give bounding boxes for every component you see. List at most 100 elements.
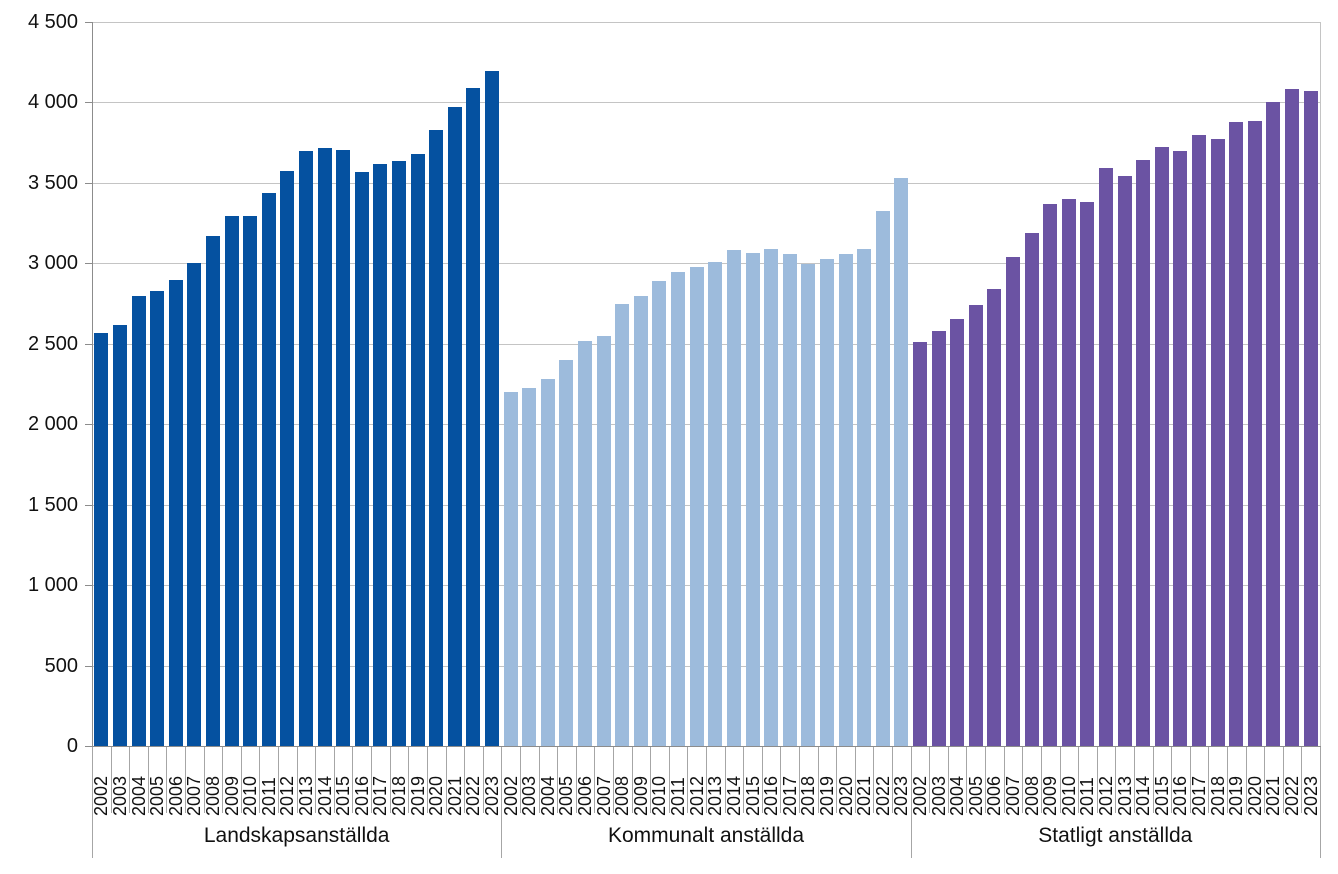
bar-kommunaltanstllda-2002 xyxy=(503,392,518,746)
x-axis-label-2020: 2020 xyxy=(1244,775,1265,816)
bar-landskapsanstllda-2002 xyxy=(94,333,109,746)
year-separator xyxy=(278,747,280,813)
bar-landskapsanstllda-2023 xyxy=(485,71,500,746)
y-tick-4000 xyxy=(85,102,92,104)
bar-statligtanstllda-2009 xyxy=(1043,203,1058,746)
bar-kommunaltanstllda-2017 xyxy=(782,253,797,746)
x-axis-label-2011: 2011 xyxy=(1077,777,1098,816)
group-separator xyxy=(910,812,912,858)
year-separator xyxy=(259,747,261,813)
bar-landskapsanstllda-2019 xyxy=(410,153,425,746)
year-separator xyxy=(873,747,875,813)
year-separator xyxy=(1171,747,1173,813)
year-separator xyxy=(185,747,187,813)
bar-landskapsanstllda-2005 xyxy=(150,291,165,746)
year-separator xyxy=(966,747,968,813)
y-axis-label-4000: 4 000 xyxy=(27,91,78,114)
bar-landskapsanstllda-2007 xyxy=(187,263,202,746)
x-axis-label-2004: 2004 xyxy=(537,775,558,816)
bar-statligtanstllda-2014 xyxy=(1136,159,1151,746)
gridline-2500 xyxy=(92,343,1320,345)
bar-statligtanstllda-2002 xyxy=(912,342,927,746)
x-axis-label-2020: 2020 xyxy=(426,775,447,816)
bar-statligtanstllda-2017 xyxy=(1192,135,1207,746)
bar-landskapsanstllda-2006 xyxy=(168,280,183,746)
year-separator xyxy=(166,747,168,813)
bar-landskapsanstllda-2017 xyxy=(373,164,388,746)
x-axis-label-2003: 2003 xyxy=(928,775,949,816)
x-axis-label-2022: 2022 xyxy=(463,775,484,816)
group-label-statligt-anstallda: Statligt anställda xyxy=(1038,824,1193,847)
bar-statligtanstllda-2022 xyxy=(1285,88,1300,746)
year-separator xyxy=(1264,747,1266,813)
year-separator xyxy=(1133,747,1135,813)
x-axis-label-2005: 2005 xyxy=(556,775,577,816)
year-separator xyxy=(1189,747,1191,813)
x-axis-label-2003: 2003 xyxy=(109,775,130,816)
x-axis-label-2015: 2015 xyxy=(1151,775,1172,816)
y-tick-2500 xyxy=(85,343,92,345)
year-separator xyxy=(464,747,466,813)
y-axis-label-2500: 2 500 xyxy=(27,332,78,355)
gridline-1000 xyxy=(92,585,1320,587)
bar-statligtanstllda-2006 xyxy=(987,289,1002,746)
year-separator xyxy=(929,747,931,813)
x-axis-label-2023: 2023 xyxy=(1300,775,1321,816)
year-separator xyxy=(650,747,652,813)
year-separator xyxy=(985,747,987,813)
x-axis-label-2002: 2002 xyxy=(91,775,112,816)
year-separator xyxy=(1078,747,1080,813)
year-separator xyxy=(482,747,484,813)
y-axis-label-3000: 3 000 xyxy=(27,252,78,275)
bar-landskapsanstllda-2013 xyxy=(298,150,313,746)
bar-landskapsanstllda-2021 xyxy=(447,107,462,746)
x-axis-label-2005: 2005 xyxy=(147,775,168,816)
bar-statligtanstllda-2021 xyxy=(1266,102,1281,746)
x-axis-label-2017: 2017 xyxy=(779,775,800,816)
year-separator xyxy=(408,747,410,813)
x-axis-label-2018: 2018 xyxy=(1207,775,1228,816)
x-axis-label-2002: 2002 xyxy=(500,775,521,816)
year-separator xyxy=(743,747,745,813)
y-axis-label-500: 500 xyxy=(44,654,78,677)
y-tick-0 xyxy=(85,746,92,747)
x-axis-label-2010: 2010 xyxy=(240,775,261,816)
bar-landskapsanstllda-2009 xyxy=(224,215,239,746)
bar-landskapsanstllda-2018 xyxy=(392,161,406,746)
year-separator xyxy=(315,747,317,813)
bar-kommunaltanstllda-2006 xyxy=(578,340,593,746)
x-axis-label-2021: 2021 xyxy=(854,775,875,816)
x-axis-label-2006: 2006 xyxy=(165,775,186,816)
bar-kommunaltanstllda-2014 xyxy=(726,250,741,746)
bar-landskapsanstllda-2010 xyxy=(243,215,258,746)
year-separator xyxy=(1301,747,1303,813)
bar-kommunaltanstllda-2004 xyxy=(540,379,555,746)
bar-kommunaltanstllda-2007 xyxy=(596,335,611,746)
bar-statligtanstllda-2013 xyxy=(1117,176,1132,746)
year-separator xyxy=(1152,747,1154,813)
x-axis-label-2015: 2015 xyxy=(333,775,354,816)
year-separator xyxy=(371,747,373,813)
x-axis-label-2008: 2008 xyxy=(1021,775,1042,816)
year-separator xyxy=(203,747,205,813)
gridline-4000 xyxy=(92,102,1320,104)
x-axis-label-2021: 2021 xyxy=(444,775,465,816)
y-axis-label-1500: 1 500 xyxy=(27,493,78,516)
bar-kommunaltanstllda-2021 xyxy=(857,248,872,746)
x-axis-label-2018: 2018 xyxy=(798,775,819,816)
x-axis-label-2016: 2016 xyxy=(761,775,782,816)
x-axis-label-2016: 2016 xyxy=(351,775,372,816)
bar-statligtanstllda-2003 xyxy=(931,330,946,746)
year-separator xyxy=(594,747,596,813)
year-separator xyxy=(240,747,242,813)
gridline-1500 xyxy=(92,504,1320,506)
x-axis-label-2015: 2015 xyxy=(742,775,763,816)
x-axis-label-2004: 2004 xyxy=(947,775,968,816)
bar-landskapsanstllda-2008 xyxy=(205,235,220,746)
x-axis-label-2020: 2020 xyxy=(835,775,856,816)
y-axis-label-1000: 1 000 xyxy=(27,574,78,597)
bar-kommunaltanstllda-2009 xyxy=(633,295,648,746)
x-axis-label-2023: 2023 xyxy=(891,775,912,816)
x-axis-label-2007: 2007 xyxy=(593,775,614,816)
